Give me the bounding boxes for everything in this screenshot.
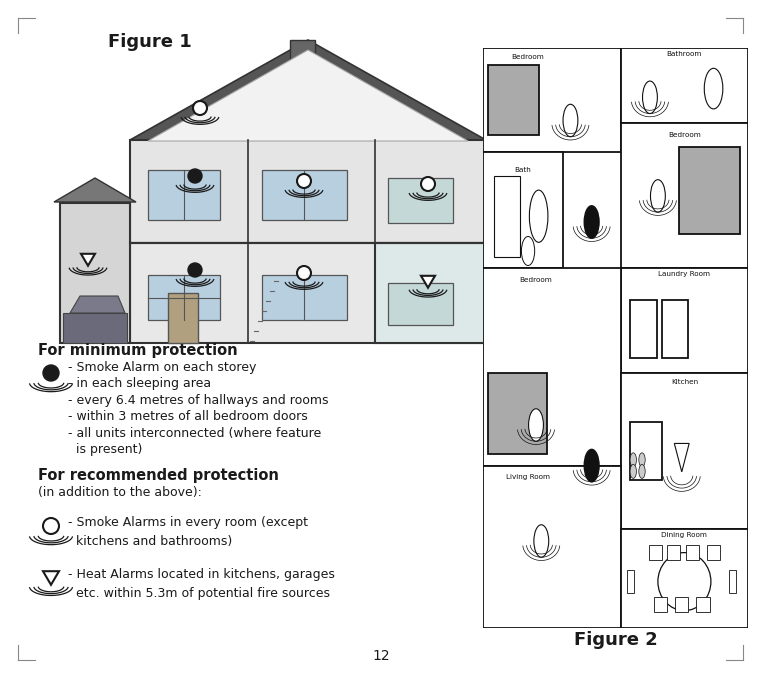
Bar: [130, 140, 485, 243]
Bar: [148, 275, 220, 320]
Circle shape: [188, 169, 202, 183]
Text: - Smoke Alarm on each storey: - Smoke Alarm on each storey: [68, 361, 256, 374]
Polygon shape: [421, 276, 435, 287]
Bar: [168, 293, 198, 343]
Polygon shape: [43, 571, 59, 585]
Text: Figure 1: Figure 1: [108, 33, 192, 51]
Text: Dining Room: Dining Room: [661, 532, 707, 538]
Bar: [667, 545, 680, 559]
Polygon shape: [70, 296, 125, 313]
Polygon shape: [54, 178, 136, 202]
Bar: [262, 275, 347, 320]
Circle shape: [638, 464, 645, 479]
Bar: [730, 570, 736, 593]
Text: Bedroom: Bedroom: [520, 277, 552, 283]
Text: is present): is present): [68, 443, 142, 456]
Text: Kitchen: Kitchen: [671, 378, 698, 384]
Bar: [494, 176, 520, 257]
Circle shape: [630, 464, 636, 479]
Bar: [489, 65, 539, 135]
Polygon shape: [63, 313, 127, 343]
Bar: [489, 373, 546, 454]
Circle shape: [563, 104, 578, 137]
Circle shape: [704, 68, 723, 109]
Bar: [621, 373, 748, 530]
Circle shape: [638, 453, 645, 466]
Bar: [686, 545, 699, 559]
Bar: [483, 153, 562, 268]
Bar: [648, 545, 662, 559]
Polygon shape: [81, 254, 95, 266]
Circle shape: [193, 101, 207, 115]
Circle shape: [534, 525, 549, 557]
Text: Bath: Bath: [514, 167, 531, 173]
Bar: [262, 170, 347, 220]
Polygon shape: [674, 443, 689, 472]
Bar: [707, 545, 720, 559]
Text: For minimum protection: For minimum protection: [38, 343, 237, 358]
Bar: [60, 203, 130, 343]
Bar: [621, 530, 748, 628]
Bar: [290, 40, 315, 78]
Bar: [375, 243, 485, 343]
Text: Laundry Room: Laundry Room: [658, 271, 711, 277]
Circle shape: [297, 174, 311, 188]
Text: Bathroom: Bathroom: [667, 51, 702, 57]
Bar: [483, 466, 621, 628]
Circle shape: [297, 266, 311, 280]
Bar: [621, 268, 748, 373]
Text: - Heat Alarms located in kitchens, garages
  etc. within 5.3m of potential fire : - Heat Alarms located in kitchens, garag…: [68, 568, 335, 599]
Text: Bedroom: Bedroom: [668, 132, 701, 138]
Bar: [654, 597, 667, 612]
Bar: [148, 170, 220, 220]
Bar: [630, 422, 662, 480]
Text: - all units interconnected (where feature: - all units interconnected (where featur…: [68, 427, 321, 440]
Circle shape: [584, 450, 599, 482]
Bar: [662, 300, 689, 358]
Text: (in addition to the above):: (in addition to the above):: [38, 486, 202, 499]
Bar: [130, 243, 485, 343]
Bar: [675, 597, 689, 612]
Text: Figure 2: Figure 2: [574, 631, 658, 649]
Bar: [630, 300, 657, 358]
Text: Living Room: Living Room: [506, 475, 550, 480]
Circle shape: [421, 177, 435, 191]
Bar: [388, 283, 453, 325]
Circle shape: [651, 180, 665, 212]
Text: - in each sleeping area: - in each sleeping area: [68, 378, 211, 391]
Ellipse shape: [658, 553, 711, 611]
Bar: [627, 570, 634, 593]
Bar: [388, 178, 453, 223]
Circle shape: [43, 518, 59, 534]
Circle shape: [43, 365, 59, 381]
Text: - every 6.4 metres of hallways and rooms: - every 6.4 metres of hallways and rooms: [68, 394, 329, 407]
Bar: [621, 48, 748, 123]
Text: Bedroom: Bedroom: [511, 54, 544, 60]
Ellipse shape: [530, 190, 548, 242]
Circle shape: [188, 263, 202, 277]
Bar: [483, 48, 621, 153]
Bar: [679, 146, 740, 234]
Circle shape: [521, 237, 535, 266]
Text: - within 3 metres of all bedroom doors: - within 3 metres of all bedroom doors: [68, 410, 307, 424]
Text: For recommended protection: For recommended protection: [38, 468, 279, 483]
Circle shape: [529, 409, 543, 441]
Text: - Smoke Alarms in every room (except
  kitchens and bathrooms): - Smoke Alarms in every room (except kit…: [68, 516, 308, 548]
Circle shape: [584, 205, 599, 238]
Bar: [483, 268, 621, 466]
Bar: [696, 597, 709, 612]
Circle shape: [642, 81, 658, 113]
Polygon shape: [130, 40, 486, 140]
Text: 12: 12: [372, 649, 390, 663]
Circle shape: [630, 453, 636, 466]
Polygon shape: [148, 50, 468, 141]
Bar: [621, 123, 748, 268]
